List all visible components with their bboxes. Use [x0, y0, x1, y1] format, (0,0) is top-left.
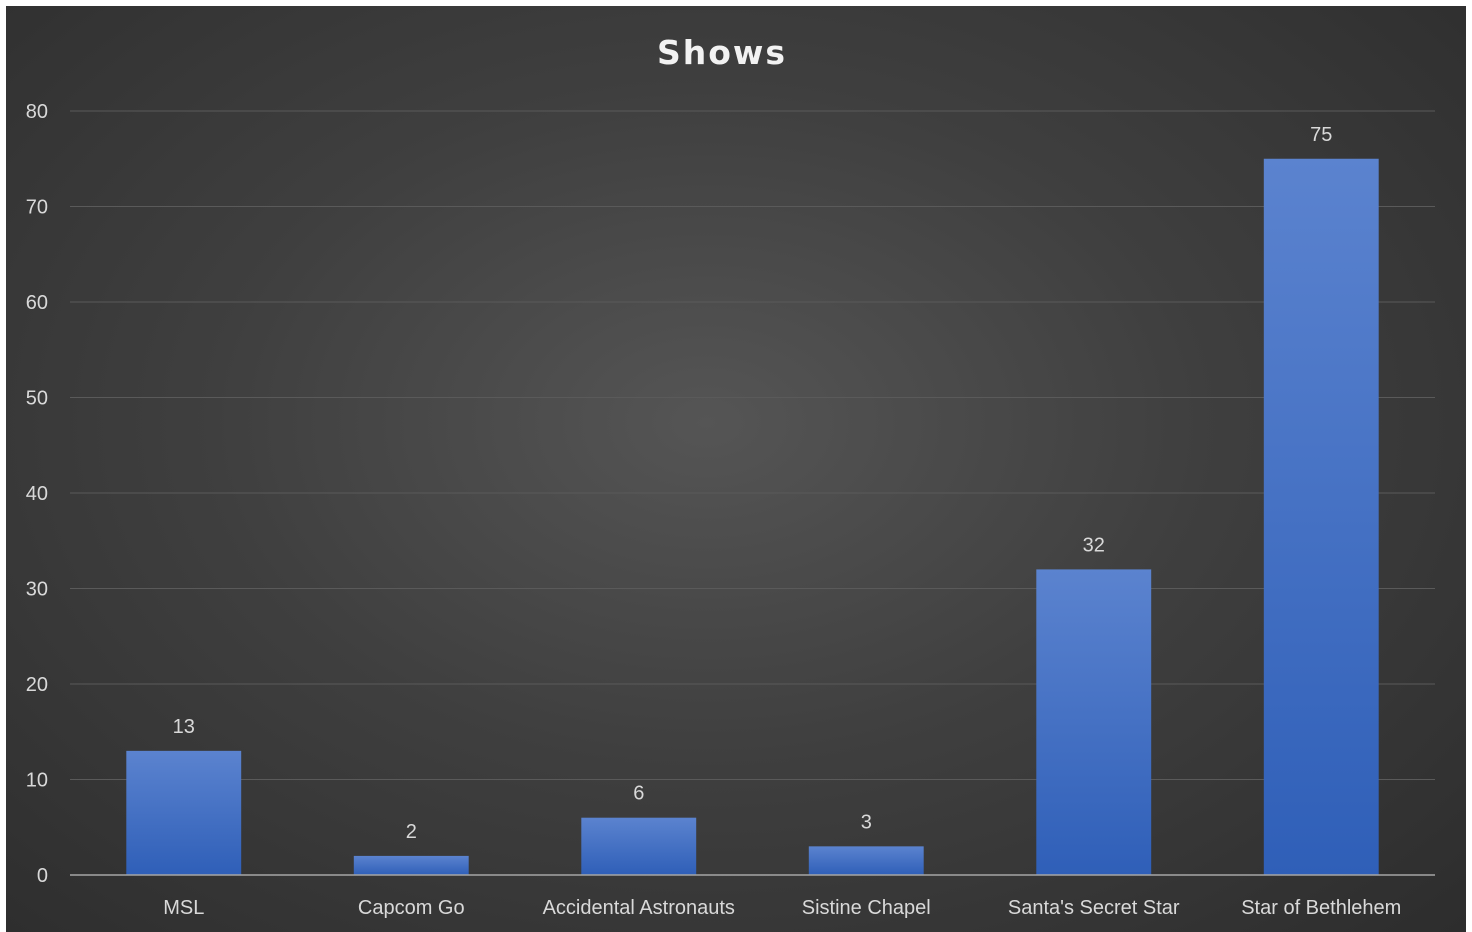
y-tick-label: 70 [26, 197, 48, 219]
bars [126, 158, 1379, 875]
x-category-label: Sistine Chapel [802, 897, 931, 919]
bar [126, 750, 242, 875]
chart-title: Shows [657, 33, 787, 72]
y-tick-label: 80 [26, 101, 48, 123]
y-tick-label: 20 [26, 674, 48, 696]
chart-area: Shows 0 10 20 30 40 50 60 70 80 13 2 6 3 32 75 MSL Cap… [6, 6, 1466, 932]
data-label: 6 [633, 783, 644, 805]
data-label: 2 [406, 821, 417, 843]
y-tick-label: 30 [26, 579, 48, 601]
y-tick-label: 0 [37, 865, 48, 887]
bar [1036, 569, 1152, 875]
x-axis-category-labels: MSL Capcom Go Accidental Astronauts Sistine… [163, 897, 1401, 919]
bar [581, 817, 697, 875]
bar [1263, 158, 1379, 875]
data-labels: 13 2 6 3 32 75 [173, 124, 1333, 843]
x-category-label: Accidental Astronauts [543, 897, 735, 919]
data-label: 32 [1083, 534, 1105, 556]
gridlines [70, 110, 1435, 780]
data-label: 3 [861, 811, 872, 833]
x-category-label: Star of Bethlehem [1241, 897, 1401, 919]
y-tick-label: 40 [26, 483, 48, 505]
bar-chart: Shows 0 10 20 30 40 50 60 70 80 13 2 6 3 32 75 MSL Cap… [26, 33, 1435, 919]
y-tick-label: 10 [26, 770, 48, 792]
y-tick-label: 60 [26, 292, 48, 314]
x-category-label: MSL [163, 897, 204, 919]
x-category-label: Santa's Secret Star [1008, 897, 1180, 919]
data-label: 13 [173, 716, 195, 738]
bar [353, 855, 469, 875]
data-label: 75 [1310, 124, 1332, 146]
x-category-label: Capcom Go [358, 897, 465, 919]
y-tick-label: 50 [26, 388, 48, 410]
y-axis-tick-labels: 0 10 20 30 40 50 60 70 80 [26, 101, 48, 887]
bar [808, 846, 924, 875]
